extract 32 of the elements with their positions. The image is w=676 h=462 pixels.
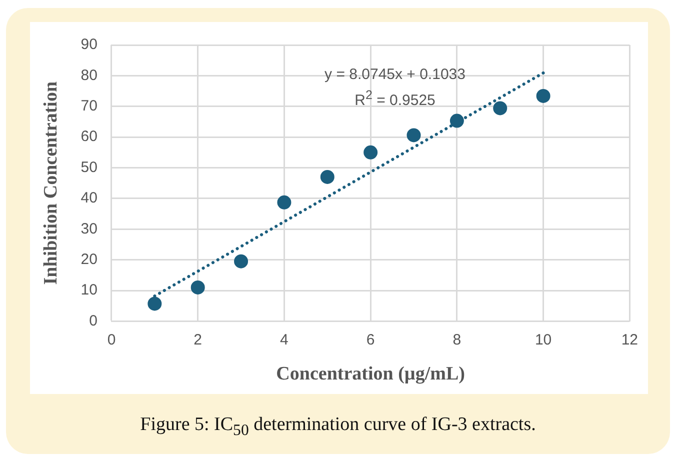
y-tick-label: 60 (80, 128, 98, 146)
x-tick-label: 6 (366, 331, 375, 348)
point (364, 145, 378, 160)
y-tick-label: 90 (80, 36, 98, 54)
annotation: y = 8.0745x + 0.1033 (324, 66, 466, 83)
point (450, 114, 464, 128)
x-tick-label: 2 (194, 331, 202, 348)
y-tick-label: 40 (80, 190, 98, 207)
point (493, 101, 508, 116)
point (234, 254, 248, 268)
point (320, 170, 334, 184)
x-tick-label: 0 (107, 331, 116, 348)
x-tick-label: 10 (534, 331, 552, 348)
x-tick-label: 4 (280, 331, 288, 348)
y-tick-label: 30 (80, 220, 98, 238)
x-tick-label: 8 (452, 331, 462, 348)
point (148, 296, 162, 311)
x-axis-title: Concentration (µg/mL) (276, 364, 465, 385)
point (536, 88, 550, 103)
caption: Figure 5: IC$_{50}$ determination curve of IG-3 extracts. (139, 414, 537, 440)
y-axis-title: Inhibition Concentration (40, 81, 62, 285)
point (406, 128, 421, 142)
y-tick-label: 50 (80, 158, 98, 176)
point (190, 280, 205, 294)
x-tick-label: 12 (621, 331, 638, 348)
y-tick-label: 0 (89, 312, 98, 330)
annotation: R$^{2}$ = 0.9525 (354, 88, 436, 109)
y-tick-label: 20 (80, 250, 98, 268)
point (277, 195, 292, 210)
y-tick-label: 80 (80, 66, 98, 84)
y-tick-label: 70 (80, 98, 98, 115)
y-tick-label: 10 (80, 282, 98, 299)
